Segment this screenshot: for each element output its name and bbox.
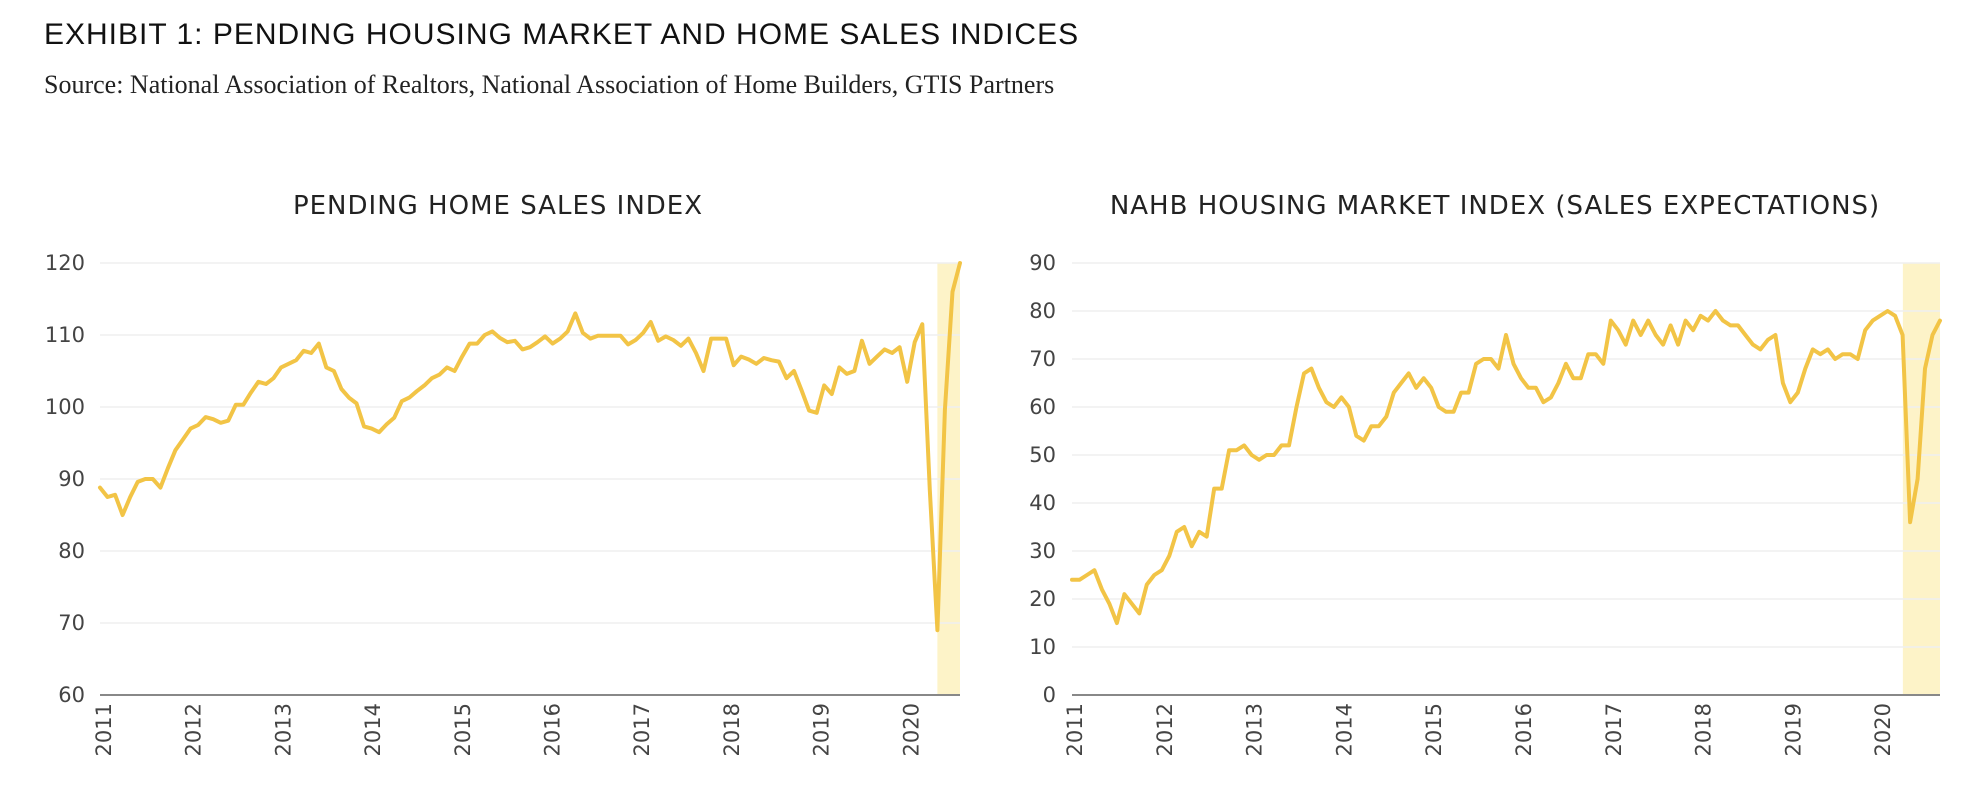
- chart-title: NAHB HOUSING MARKET INDEX (SALES EXPECTA…: [1110, 191, 1880, 221]
- chart-title: PENDING HOME SALES INDEX: [293, 191, 703, 221]
- y-tick-label: 10: [1029, 635, 1056, 659]
- x-tick-label: 2012: [1153, 703, 1177, 756]
- y-tick-label: 20: [1029, 587, 1056, 611]
- y-tick-label: 120: [45, 251, 85, 275]
- y-tick-label: 80: [1029, 299, 1056, 323]
- y-tick-label: 100: [45, 395, 85, 419]
- series-line: [1070, 309, 1942, 625]
- x-tick-label: 2016: [1512, 703, 1536, 756]
- x-tick-label: 2013: [271, 703, 295, 756]
- y-tick-label: 60: [58, 683, 85, 707]
- x-tick-label: 2011: [92, 703, 116, 756]
- x-tick-label: 2015: [451, 703, 475, 756]
- x-tick-label: 2015: [1422, 703, 1446, 756]
- y-tick-label: 50: [1029, 443, 1056, 467]
- x-tick-label: 2019: [1781, 703, 1805, 756]
- x-tick-label: 2020: [1871, 703, 1895, 756]
- y-tick-label: 90: [1029, 251, 1056, 275]
- x-tick-label: 2016: [541, 703, 565, 756]
- x-tick-label: 2017: [1602, 703, 1626, 756]
- x-tick-label: 2018: [1692, 703, 1716, 756]
- exhibit-source: Source: National Association of Realtors…: [44, 70, 1055, 99]
- x-tick-label: 2017: [630, 703, 654, 756]
- x-tick-label: 2014: [1332, 703, 1356, 756]
- y-tick-label: 70: [1029, 347, 1056, 371]
- y-tick-label: 40: [1029, 491, 1056, 515]
- x-tick-label: 2020: [899, 703, 923, 756]
- y-tick-label: 110: [45, 323, 85, 347]
- x-tick-label: 2012: [182, 703, 206, 756]
- x-tick-label: 2013: [1243, 703, 1267, 756]
- x-tick-label: 2014: [361, 703, 385, 756]
- y-tick-label: 30: [1029, 539, 1056, 563]
- y-tick-label: 90: [58, 467, 85, 491]
- series-line: [98, 261, 962, 633]
- x-tick-label: 2011: [1063, 703, 1087, 756]
- y-tick-label: 0: [1043, 683, 1056, 707]
- exhibit-title: EXHIBIT 1: PENDING HOUSING MARKET AND HO…: [44, 18, 1080, 51]
- y-tick-label: 70: [58, 611, 85, 635]
- y-tick-label: 80: [58, 539, 85, 563]
- x-tick-label: 2019: [810, 703, 834, 756]
- x-tick-label: 2018: [720, 703, 744, 756]
- y-tick-label: 60: [1029, 395, 1056, 419]
